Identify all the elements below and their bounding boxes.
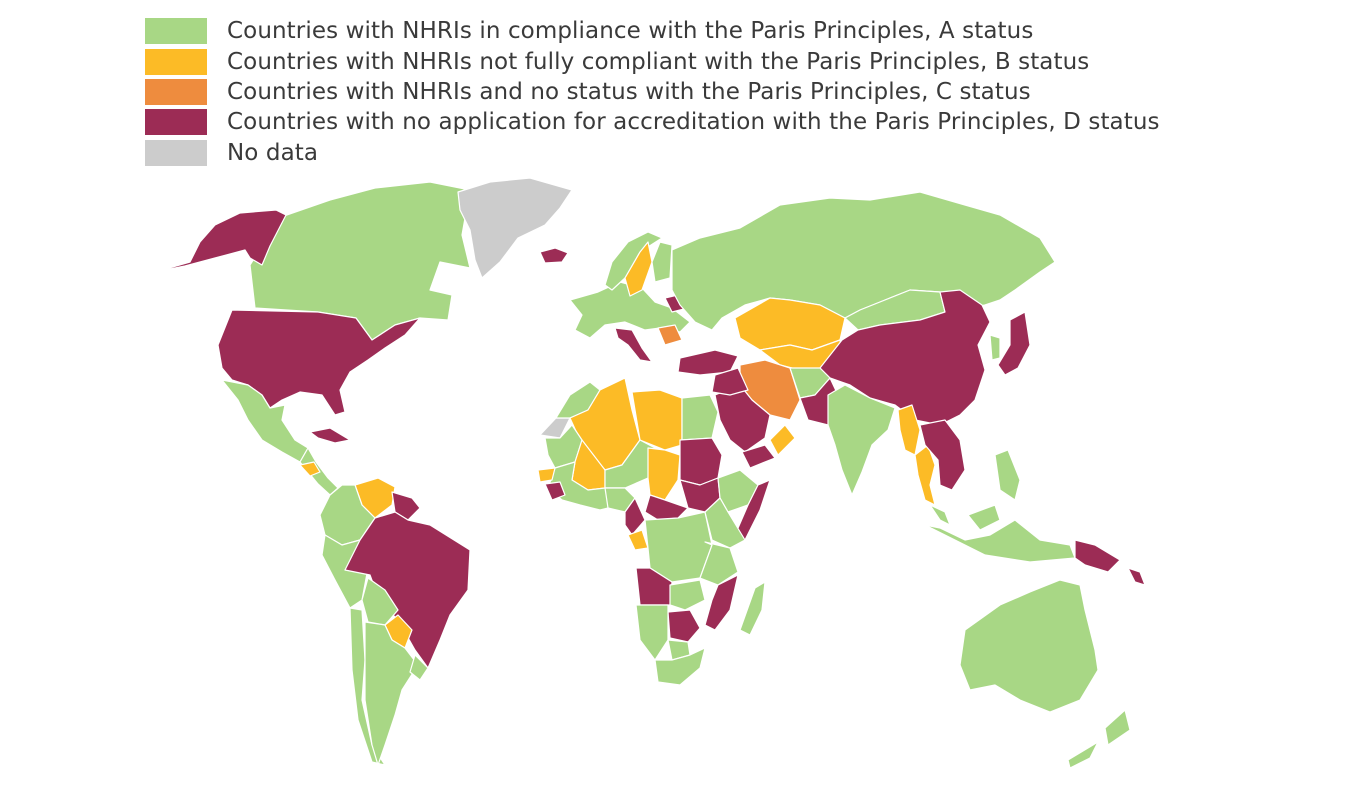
region-iraq-syria bbox=[711, 367, 749, 396]
region-guianas bbox=[391, 491, 421, 521]
region-romania bbox=[657, 324, 683, 346]
region-cameroon bbox=[624, 497, 646, 536]
legend-item-a-status: Countries with NHRIs in compliance with … bbox=[145, 16, 1160, 46]
region-oman bbox=[769, 424, 796, 456]
region-malaysia bbox=[929, 504, 1001, 531]
region-thailand bbox=[914, 444, 936, 506]
region-namibia bbox=[635, 604, 669, 661]
region-sudan bbox=[679, 437, 723, 486]
region-greenland bbox=[457, 177, 573, 279]
legend-label-no-data: No data bbox=[227, 139, 319, 166]
region-guinea-liberia bbox=[544, 481, 566, 501]
region-vietnam-laos bbox=[919, 419, 966, 491]
legend-swatch-a-status bbox=[145, 18, 207, 45]
region-solomon-islands bbox=[1127, 567, 1146, 586]
legend-swatch-b-status bbox=[145, 48, 207, 75]
region-cuba bbox=[309, 427, 351, 444]
legend-label-b-status: Countries with NHRIs not fully compliant… bbox=[227, 48, 1090, 75]
region-indonesia bbox=[924, 519, 1076, 563]
region-united-states bbox=[217, 309, 421, 416]
region-finland bbox=[651, 241, 673, 283]
region-alaska bbox=[154, 209, 287, 273]
legend-label-c-status: Countries with NHRIs and no status with … bbox=[227, 78, 1031, 105]
region-chad bbox=[647, 447, 681, 501]
region-zimbabwe bbox=[667, 609, 701, 643]
region-yemen bbox=[741, 444, 776, 469]
region-new-zealand bbox=[1067, 709, 1131, 769]
legend-label-a-status: Countries with NHRIs in compliance with … bbox=[227, 18, 1034, 45]
legend-label-d-status: Countries with no application for accred… bbox=[227, 109, 1160, 136]
region-korea bbox=[989, 334, 1001, 361]
legend-swatch-d-status bbox=[145, 109, 207, 136]
region-egypt bbox=[681, 394, 719, 441]
legend-swatch-c-status bbox=[145, 78, 207, 105]
region-senegal bbox=[537, 467, 556, 483]
map-legend: Countries with NHRIs in compliance with … bbox=[145, 16, 1160, 168]
region-iceland bbox=[539, 247, 569, 264]
legend-item-c-status: Countries with NHRIs and no status with … bbox=[145, 77, 1160, 107]
legend-swatch-no-data bbox=[145, 139, 207, 166]
region-italy bbox=[614, 327, 653, 363]
region-mozambique bbox=[704, 574, 739, 631]
region-madagascar bbox=[739, 581, 766, 636]
region-honduras bbox=[299, 461, 321, 477]
region-australia bbox=[959, 579, 1099, 713]
legend-item-b-status: Countries with NHRIs not fully compliant… bbox=[145, 46, 1160, 76]
region-south-africa bbox=[654, 647, 706, 686]
region-argentina bbox=[364, 621, 419, 766]
legend-item-no-data: No data bbox=[145, 138, 1160, 168]
region-japan bbox=[997, 311, 1031, 376]
region-papua-new-guinea bbox=[1074, 539, 1121, 573]
region-zambia bbox=[669, 579, 706, 611]
region-uruguay bbox=[409, 654, 429, 681]
region-india bbox=[827, 384, 896, 496]
region-canada bbox=[249, 181, 471, 341]
region-mexico bbox=[221, 379, 309, 463]
region-china bbox=[819, 289, 991, 426]
legend-item-d-status: Countries with no application for accred… bbox=[145, 107, 1160, 137]
region-philippines bbox=[994, 449, 1021, 501]
